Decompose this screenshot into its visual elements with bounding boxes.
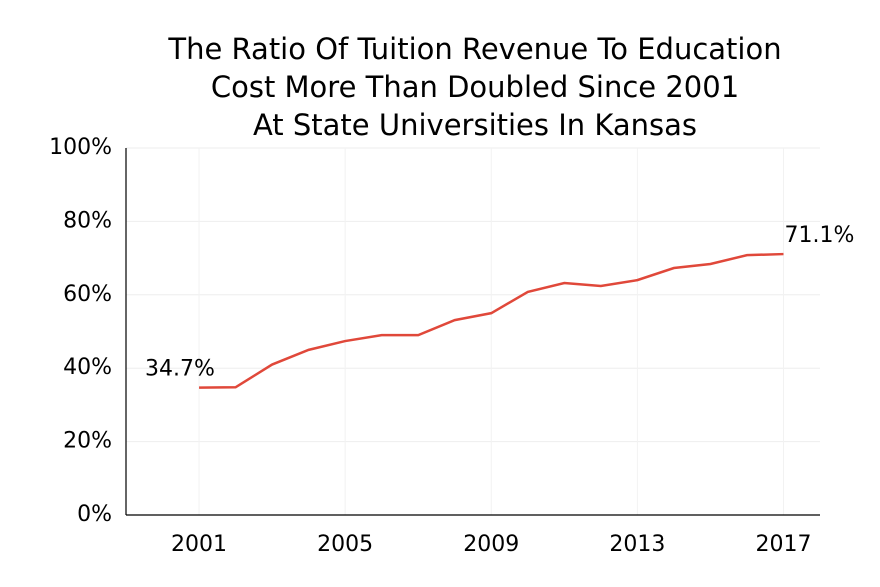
x-tick-label: 2009 [463,532,519,557]
data-label: 71.1% [785,223,855,248]
x-tick-label: 2001 [171,532,227,557]
y-tick-label: 60% [63,282,112,307]
line [199,252,784,389]
y-tick-label: 20% [63,429,112,454]
y-tick-label: 0% [77,502,112,527]
x-tick-label: 2017 [755,532,811,557]
x-tick-label: 2005 [317,532,373,557]
chart-title: The Ratio Of Tuition Revenue To Educatio… [168,32,782,142]
y-tick-label: 40% [63,355,112,380]
y-tick-label: 80% [63,208,112,233]
y-tick-label: 100% [49,135,112,160]
data-label: 34.7% [145,357,215,382]
x-tick-label: 2013 [609,532,665,557]
